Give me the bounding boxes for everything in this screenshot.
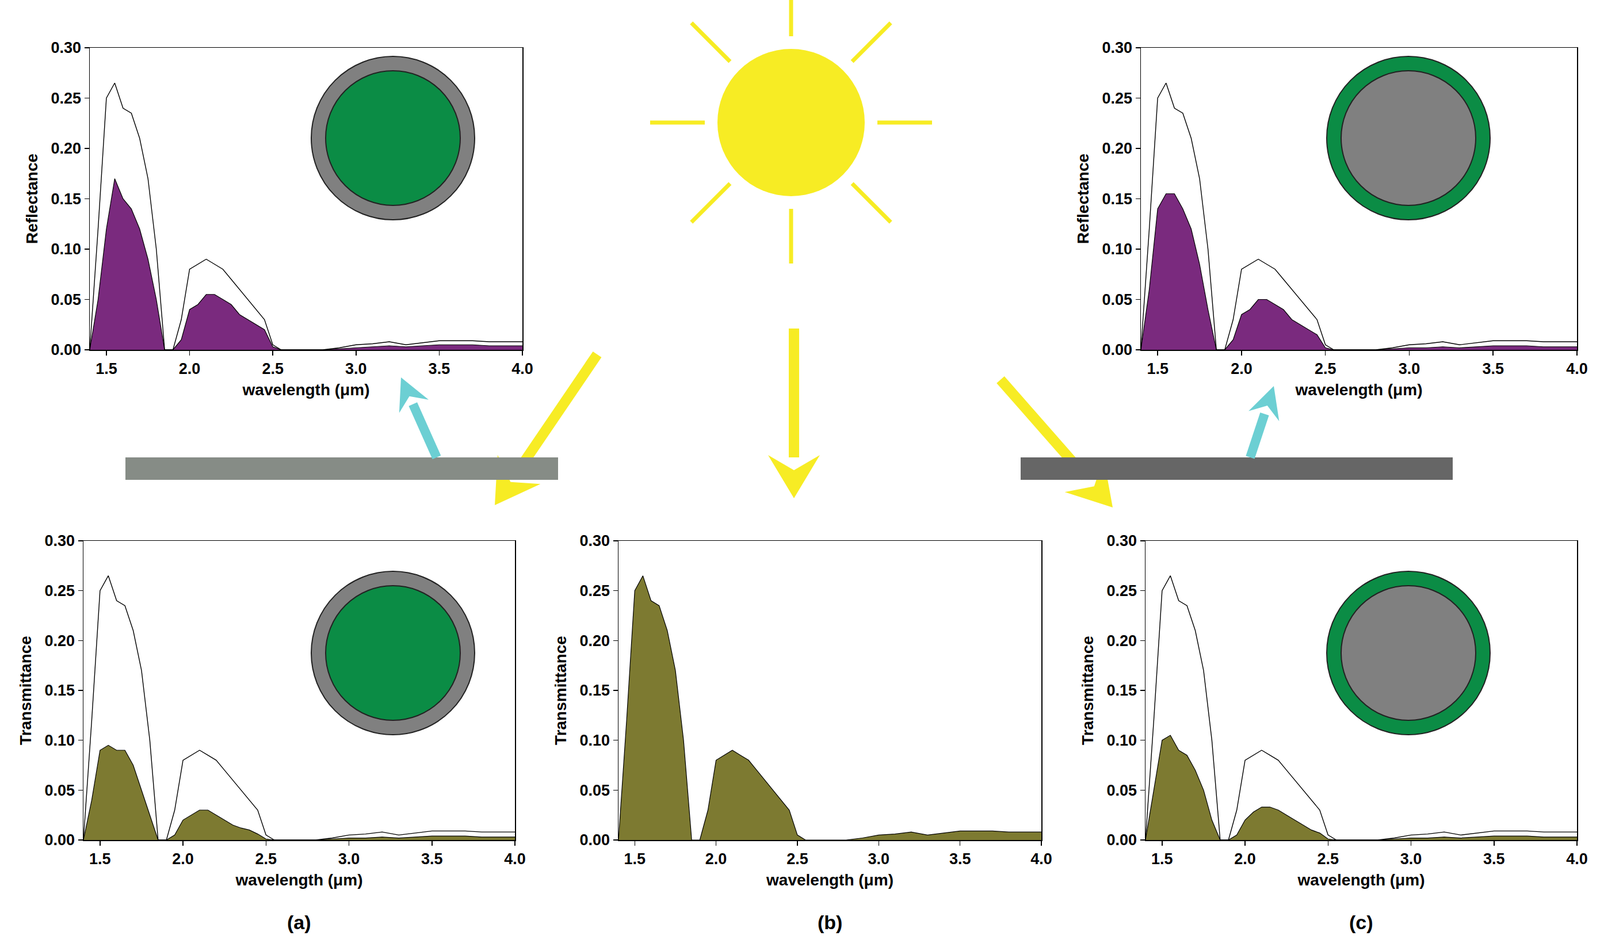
svg-text:0.30: 0.30 [579, 532, 611, 550]
svg-text:4.0: 4.0 [503, 850, 526, 868]
svg-text:Transmittance: Transmittance [551, 635, 570, 746]
svg-text:0.25: 0.25 [1102, 89, 1133, 108]
svg-text:2.0: 2.0 [178, 360, 201, 378]
svg-text:Reflectance: Reflectance [1074, 153, 1092, 244]
svg-text:wavelength (μm): wavelength (μm) [1297, 871, 1426, 889]
svg-text:1.5: 1.5 [1151, 850, 1174, 868]
svg-text:(c): (c) [1349, 911, 1374, 934]
svg-text:0.00: 0.00 [579, 831, 611, 849]
svg-text:0.25: 0.25 [1106, 582, 1138, 600]
svg-text:0.20: 0.20 [44, 632, 76, 650]
svg-text:0.15: 0.15 [44, 681, 76, 700]
svg-text:0.05: 0.05 [1102, 291, 1133, 309]
svg-text:2.0: 2.0 [172, 850, 194, 868]
svg-text:0.00: 0.00 [51, 341, 82, 359]
svg-text:Transmittance: Transmittance [1078, 635, 1097, 746]
svg-text:wavelength (μm): wavelength (μm) [235, 871, 364, 889]
svg-text:0.30: 0.30 [51, 39, 82, 57]
svg-text:2.5: 2.5 [255, 850, 278, 868]
svg-text:0.20: 0.20 [51, 139, 82, 158]
svg-text:0.30: 0.30 [44, 532, 76, 550]
svg-text:0.25: 0.25 [51, 89, 82, 108]
svg-text:3.0: 3.0 [1400, 850, 1423, 868]
svg-text:3.5: 3.5 [428, 360, 451, 378]
svg-text:0.05: 0.05 [579, 781, 611, 800]
svg-text:3.5: 3.5 [1483, 850, 1506, 868]
svg-text:3.5: 3.5 [1482, 360, 1504, 378]
svg-text:0.20: 0.20 [579, 632, 611, 650]
svg-text:3.0: 3.0 [345, 360, 368, 378]
svg-text:0.15: 0.15 [1106, 681, 1138, 700]
svg-text:wavelength (μm): wavelength (μm) [242, 380, 370, 399]
svg-text:0.10: 0.10 [1106, 731, 1138, 750]
svg-text:0.10: 0.10 [579, 731, 611, 750]
svg-text:2.5: 2.5 [1317, 850, 1340, 868]
svg-text:0.20: 0.20 [1106, 632, 1138, 650]
svg-text:3.0: 3.0 [338, 850, 361, 868]
svg-text:0.15: 0.15 [51, 190, 82, 208]
svg-text:2.0: 2.0 [1234, 850, 1256, 868]
svg-text:0.10: 0.10 [1102, 240, 1133, 258]
svg-text:0.15: 0.15 [1102, 190, 1133, 208]
svg-text:4.0: 4.0 [511, 360, 534, 378]
svg-text:2.0: 2.0 [705, 850, 728, 868]
svg-text:0.05: 0.05 [44, 781, 76, 800]
svg-text:wavelength (μm): wavelength (μm) [765, 871, 894, 889]
svg-text:Transmittance: Transmittance [16, 635, 35, 746]
svg-text:0.30: 0.30 [1102, 39, 1133, 57]
svg-text:0.30: 0.30 [1106, 532, 1138, 550]
svg-text:0.00: 0.00 [1102, 341, 1133, 359]
svg-text:1.5: 1.5 [1146, 360, 1169, 378]
svg-text:0.05: 0.05 [1106, 781, 1138, 800]
svg-text:1.5: 1.5 [95, 360, 118, 378]
svg-text:4.0: 4.0 [1030, 850, 1053, 868]
svg-text:(b): (b) [817, 911, 843, 934]
svg-text:0.10: 0.10 [44, 731, 76, 750]
svg-text:0.15: 0.15 [579, 681, 611, 700]
svg-text:Reflectance: Reflectance [23, 153, 41, 244]
svg-text:3.0: 3.0 [1398, 360, 1421, 378]
svg-text:0.00: 0.00 [44, 831, 76, 849]
svg-text:1.5: 1.5 [89, 850, 112, 868]
svg-text:0.05: 0.05 [51, 291, 82, 309]
svg-text:2.0: 2.0 [1230, 360, 1253, 378]
svg-text:2.5: 2.5 [261, 360, 284, 378]
svg-text:0.25: 0.25 [579, 582, 611, 600]
svg-text:2.5: 2.5 [786, 850, 809, 868]
svg-text:0.25: 0.25 [44, 582, 76, 600]
svg-text:2.5: 2.5 [1314, 360, 1337, 378]
svg-text:4.0: 4.0 [1566, 850, 1588, 868]
svg-text:3.5: 3.5 [949, 850, 972, 868]
svg-text:0.20: 0.20 [1102, 139, 1133, 158]
svg-text:4.0: 4.0 [1566, 360, 1588, 378]
svg-text:0.00: 0.00 [1106, 831, 1138, 849]
svg-text:wavelength (μm): wavelength (μm) [1295, 380, 1423, 399]
svg-text:1.5: 1.5 [623, 850, 646, 868]
svg-text:3.5: 3.5 [421, 850, 444, 868]
svg-text:(a): (a) [287, 911, 312, 934]
svg-text:3.0: 3.0 [868, 850, 891, 868]
svg-text:0.10: 0.10 [51, 240, 82, 258]
